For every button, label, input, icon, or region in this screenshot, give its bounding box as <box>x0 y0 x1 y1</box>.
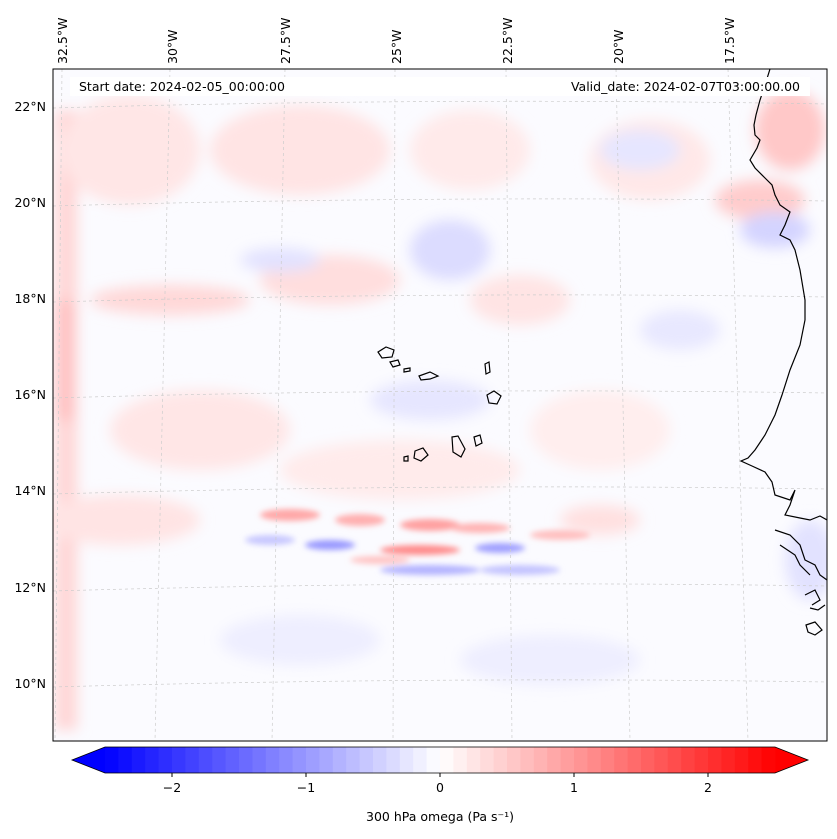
colorbar-step <box>748 747 763 773</box>
colorbar-step <box>533 747 548 773</box>
colorbar-step <box>145 747 160 773</box>
lon-label: 32.5°W <box>55 18 70 64</box>
island-brava <box>403 455 409 462</box>
cape-verde-islands <box>377 346 502 462</box>
colorbar-step <box>373 747 387 773</box>
island-sao-nicolau <box>418 371 440 381</box>
lat-label: 20°N <box>14 195 46 210</box>
island-maio <box>473 434 483 447</box>
header-band <box>70 77 810 96</box>
latitude-labels: 22°N 20°N 18°N 16°N 14°N 12°N 10°N <box>14 99 46 691</box>
graticule <box>53 69 827 741</box>
island-santo-antao <box>377 346 395 359</box>
colorbar-ticks: −2 −1 0 1 2 <box>163 773 712 795</box>
colorbar-step <box>346 747 361 773</box>
lat-label: 16°N <box>14 387 46 402</box>
colorbar-step <box>574 747 588 773</box>
colorbar-step <box>480 747 495 773</box>
lon-label: 22.5°W <box>500 18 515 64</box>
colorbar-tick-label: −2 <box>163 780 181 795</box>
colorbar-step <box>587 747 602 773</box>
colorbar-step <box>761 747 776 773</box>
colorbar-step <box>359 747 374 773</box>
colorbar-step <box>507 747 521 773</box>
colorbar-step <box>252 747 267 773</box>
omega-field <box>53 90 827 730</box>
colorbar-step <box>440 747 454 773</box>
colorbar-step <box>198 747 213 773</box>
valid-date-label: Valid_date: 2024-02-07T03:00:00.00 <box>571 79 800 94</box>
colorbar-step <box>466 747 481 773</box>
colorbar-step <box>681 747 696 773</box>
island-fogo <box>413 447 429 462</box>
colorbar-steps <box>105 747 776 773</box>
colorbar-step <box>319 747 334 773</box>
island-sao-vicente <box>389 359 401 368</box>
omega-band-13n <box>245 509 590 575</box>
start-date-label: Start date: 2024-02-05_00:00:00 <box>79 79 285 94</box>
colorbar-step <box>239 747 253 773</box>
island-santa-luzia <box>403 367 411 373</box>
colorbar-step <box>105 747 119 773</box>
colorbar-step <box>520 747 535 773</box>
colorbar-outline <box>70 746 810 774</box>
colorbar-extend-max <box>775 747 808 773</box>
colorbar-step <box>158 747 173 773</box>
lat-label: 14°N <box>14 483 46 498</box>
longitude-labels: 32.5°W 30°W 27.5°W 25°W 22.5°W 20°W 17.5… <box>55 18 737 64</box>
colorbar-tick-label: 0 <box>436 780 444 795</box>
lat-label: 18°N <box>14 291 46 306</box>
colorbar-step <box>292 747 307 773</box>
colorbar: −2 −1 0 1 2 300 hPa omega (Pa s⁻¹) <box>70 746 810 824</box>
colorbar-step <box>399 747 414 773</box>
lon-label: 20°W <box>611 29 626 64</box>
lat-label: 22°N <box>14 99 46 114</box>
lon-label: 17.5°W <box>722 18 737 64</box>
colorbar-step <box>279 747 294 773</box>
omega-map[interactable] <box>40 69 835 741</box>
colorbar-step <box>734 747 749 773</box>
colorbar-extend-min <box>72 747 105 773</box>
colorbar-step <box>641 747 655 773</box>
colorbar-step <box>493 747 508 773</box>
colorbar-step <box>694 747 709 773</box>
colorbar-step <box>627 747 642 773</box>
lat-label: 12°N <box>14 580 46 595</box>
island-boa-vista <box>486 390 502 405</box>
colorbar-step <box>600 747 615 773</box>
map-frame <box>52 68 828 742</box>
lon-label: 25°W <box>389 29 404 64</box>
lat-label: 10°N <box>14 676 46 691</box>
colorbar-step <box>721 747 736 773</box>
colorbar-tick-label: 2 <box>704 780 712 795</box>
colorbar-step <box>332 747 347 773</box>
colorbar-step <box>212 747 227 773</box>
island-sal <box>484 361 491 375</box>
lon-label: 30°W <box>165 29 180 64</box>
colorbar-step <box>185 747 200 773</box>
colorbar-step <box>426 747 441 773</box>
colorbar-step <box>118 747 133 773</box>
colorbar-step <box>225 747 240 773</box>
african-coastline <box>739 69 827 636</box>
island-santiago <box>451 435 466 458</box>
colorbar-step <box>265 747 280 773</box>
colorbar-step <box>453 747 468 773</box>
colorbar-step <box>131 747 146 773</box>
colorbar-step <box>560 747 575 773</box>
colorbar-step <box>386 747 401 773</box>
colorbar-step <box>547 747 562 773</box>
colorbar-step <box>306 747 320 773</box>
colorbar-step <box>614 747 629 773</box>
colorbar-label: 300 hPa omega (Pa s⁻¹) <box>366 809 514 824</box>
colorbar-step <box>708 747 722 773</box>
colorbar-tick-label: 1 <box>570 780 578 795</box>
colorbar-step <box>172 747 186 773</box>
lon-label: 27.5°W <box>278 18 293 64</box>
colorbar-step <box>413 747 428 773</box>
colorbar-tick-label: −1 <box>297 780 315 795</box>
colorbar-step <box>667 747 682 773</box>
colorbar-step <box>654 747 669 773</box>
